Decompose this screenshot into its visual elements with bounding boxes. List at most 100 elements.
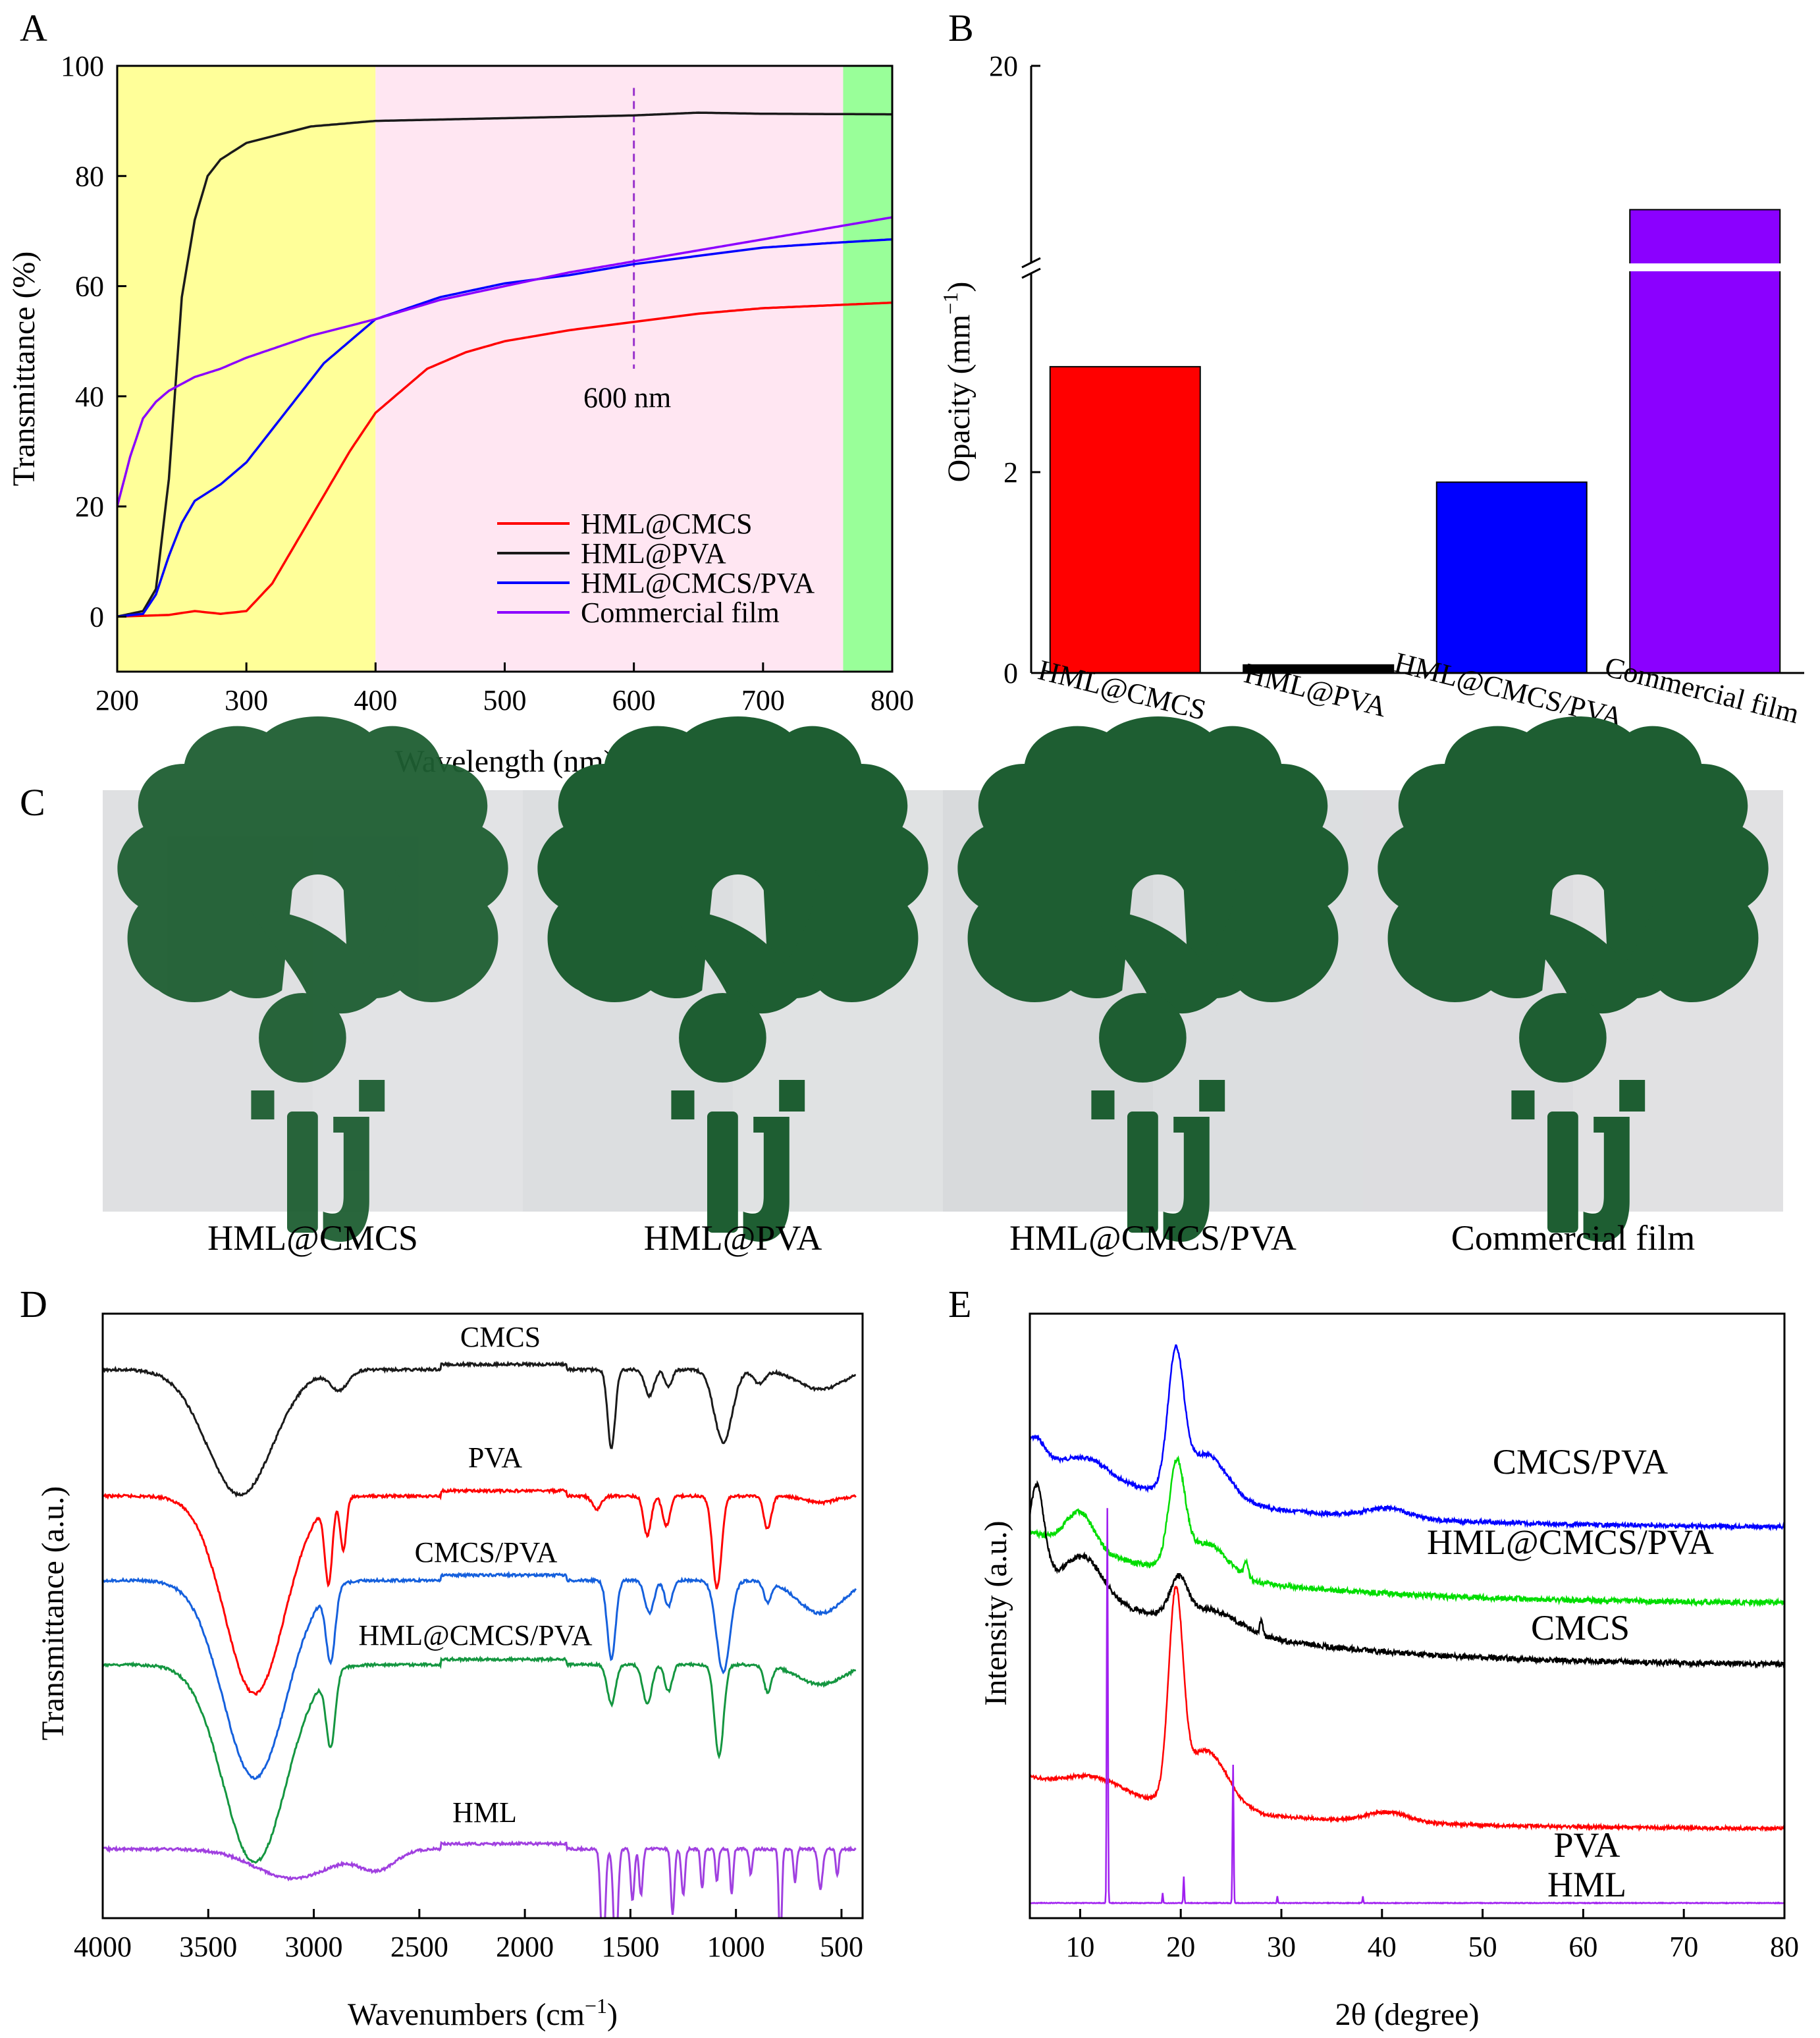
panel-d-letter: D [20,1283,47,1326]
panel-e-letter: E [948,1283,971,1326]
a-xtick-label: 500 [483,684,527,716]
d-plot-frame [101,1312,864,1919]
d-xtick-label: 2500 [390,1931,448,1963]
a-xtick-label: 600 [612,684,656,716]
panel-e: E 10 20 30 40 50 60 70 80 CMCS/PVAHML@CMCS/PVAC… [948,1283,1799,2032]
d-series-label: HML [452,1796,517,1829]
d-xtick-label: 2000 [496,1931,554,1963]
a-legend-label: HML@CMCS [581,508,753,540]
e-series-label: HML@CMCS/PVA [1427,1522,1714,1562]
b-bar-3 [1629,209,1781,674]
panel-d: D 4000 3500 3000 2500 2000 1500 1000 500 CMCS PV… [20,1283,864,2032]
a-y-axis-title: Transmittance (%) [7,252,41,487]
d-xtick-label: 3500 [179,1931,237,1963]
e-xtick-label: 10 [1065,1931,1094,1963]
d-series-label: CMCS/PVA [415,1536,558,1569]
e-xtick-label: 50 [1468,1931,1497,1963]
d-y-axis-title: Transmittance (a.u.) [36,1486,70,1740]
d-xtick-label: 1000 [707,1931,765,1963]
d-xtick-label: 4000 [74,1931,132,1963]
e-x-axis: 10 20 30 40 50 60 70 80 [1065,1909,1799,1963]
b-break-mark [1021,267,1041,279]
c-caption-0: HML@CMCS [207,1218,418,1258]
a-xtick-label: 700 [741,684,785,716]
e-series-label: CMCS/PVA [1493,1442,1668,1482]
a-spectral-bands [117,66,892,672]
a-legend-label: HML@CMCS/PVA [581,567,815,599]
e-series-label: CMCS [1531,1608,1630,1648]
c-caption-3: Commercial film [1451,1218,1695,1258]
d-x-axis: 4000 3500 3000 2500 2000 1500 1000 500 [74,1909,863,1963]
a-600nm-label: 600 nm [583,382,671,414]
d-xtick-label: 3000 [285,1931,343,1963]
panel-a-letter: A [20,7,47,49]
e-line-hml-cmcs-pva [1030,1455,1784,1608]
c-caption-1: HML@PVA [644,1218,822,1258]
d-xtick-label: 1500 [601,1931,659,1963]
a-ytick-label: 0 [90,601,104,633]
d-x-axis-title: Wavenumbers (cm−1) [348,1994,618,2032]
a-series-lines [117,111,892,618]
b-bar-0 [1049,365,1201,674]
a-ytick-label: 20 [75,491,104,523]
panel-b-letter: B [948,7,974,49]
a-xtick-label: 200 [95,684,139,716]
e-xtick-label: 30 [1267,1931,1296,1963]
e-line-cmcs [1030,1480,1784,1669]
e-series-label: PVA [1553,1825,1620,1865]
a-xtick-label: 300 [225,684,268,716]
a-legend-label: Commercial film [581,597,780,629]
a-x-axis: 200 300 400 500 600 700 800 [95,662,914,716]
e-xtick-label: 40 [1368,1931,1397,1963]
a-xtick-label: 400 [354,684,397,716]
d-line-cmcs [103,1360,856,1498]
b-ytick-label: 20 [989,50,1018,82]
b-axes [1021,66,1804,674]
d-line-cmcs-pva [103,1570,857,1781]
b-bars [1049,209,1782,674]
a-ytick-label: 100 [61,50,104,82]
a-band-2 [843,66,892,672]
a-line-hml-pva [117,111,892,618]
a-ytick-label: 80 [75,160,104,192]
a-ytick-label: 60 [75,271,104,303]
e-series-lines [1030,1344,1784,1905]
b-y-axis: 0 2 20 [989,50,1040,689]
a-line-commercial-film [117,216,892,507]
a-ytick-label: 40 [75,381,104,413]
e-series-label: HML [1547,1865,1626,1904]
e-xtick-label: 70 [1669,1931,1698,1963]
b-y-axis-title: Opacity (mm−1) [938,282,977,483]
a-band-1 [375,66,843,672]
b-bar-2 [1435,481,1588,674]
d-line-pva [103,1487,857,1696]
a-xtick-label: 800 [870,684,914,716]
d-line-hml-cmcs-pva [103,1655,857,1864]
b-bar-break-gap [1628,263,1782,271]
d-series-label: PVA [468,1441,523,1474]
a-y-axis: 0 20 40 60 80 100 [61,50,126,633]
d-line-hml [103,1840,857,1918]
a-legend-label: HML@PVA [581,537,726,570]
e-plot-frame [1029,1312,1786,1919]
a-band-0 [117,66,376,672]
e-line-cmcs-pva [1030,1344,1784,1532]
e-xtick-label: 60 [1568,1931,1597,1963]
c-caption-2: HML@CMCS/PVA [1009,1218,1297,1258]
b-ytick-label: 2 [1004,456,1018,489]
d-series-lines [103,1360,857,1918]
c-photo-strip [103,716,1783,1242]
panel-c: C HML@CMCS HML@PVA HML@CMCS/PVA Commercial … [20,716,1783,1258]
a-line-hml-cmcs-pva [117,238,892,618]
panel-c-letter: C [20,781,45,824]
d-xtick-label: 500 [820,1931,863,1963]
e-line-pva [1030,1586,1784,1833]
b-ytick-label: 0 [1004,657,1018,689]
d-series-label: CMCS [460,1321,541,1353]
a-line-hml-cmcs [117,301,892,618]
e-y-axis-title: Intensity (a.u.) [978,1520,1013,1705]
